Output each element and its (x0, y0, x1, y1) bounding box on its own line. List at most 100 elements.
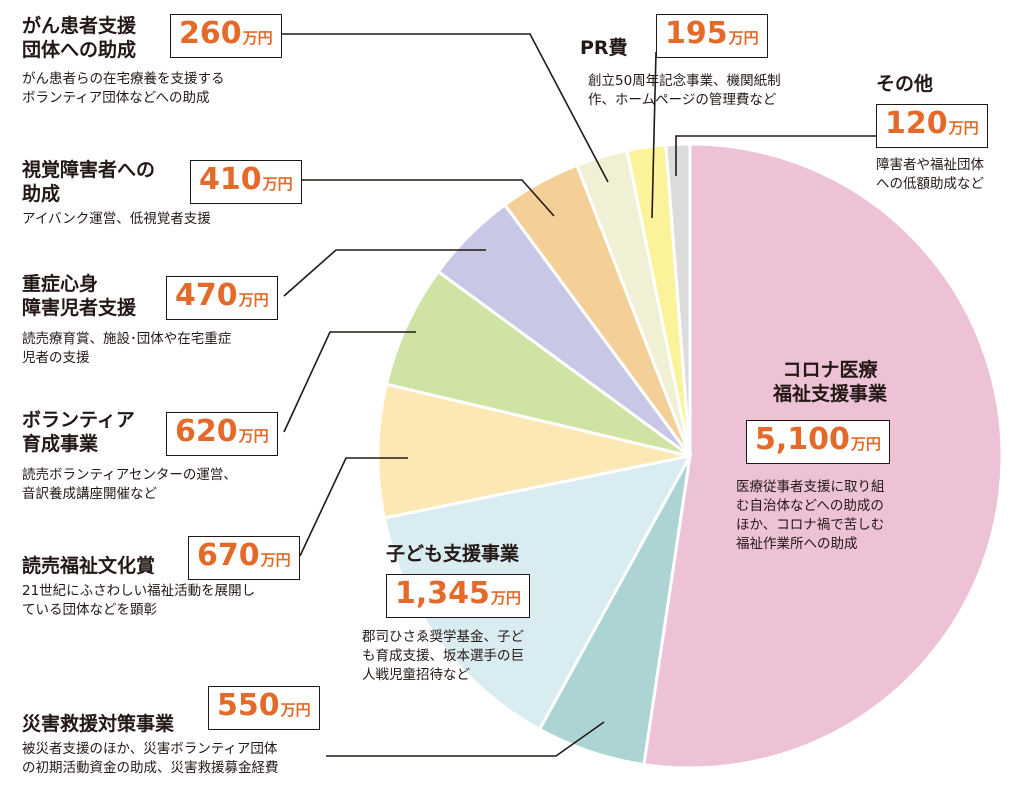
severe-name: 重症心身 障害児者支援 (22, 272, 136, 320)
leader-line-other (675, 135, 876, 176)
children-amount-box: 1,345万円 (386, 574, 530, 618)
corona-amount: 5,100 (755, 422, 850, 457)
yomiuri-amount-box: 670万円 (188, 536, 300, 580)
cancer-amount: 260 (179, 16, 242, 51)
visual-name: 視覚障害者への 助成 (22, 158, 155, 206)
corona-name-line2: 福祉支援事業 (772, 383, 887, 405)
children-name: 子ども支援事業 (386, 542, 519, 566)
visual-amount: 410 (199, 162, 262, 197)
other-desc-line: 障害者や福祉団体 (876, 157, 984, 173)
yomiuri-desc: 21世紀にふさわしい福祉活動を展開し ている団体などを顕彰 (22, 582, 255, 620)
leader-line-disaster (326, 721, 605, 757)
corona-name-line1: コロナ医療 (782, 359, 878, 381)
volunteer-amount-box: 620万円 (166, 412, 278, 456)
disaster-amount-box: 550万円 (208, 686, 320, 730)
unit-label: 万円 (948, 119, 979, 137)
cancer-desc-line: がん患者らの在宅療養を支援する (22, 71, 225, 87)
other-amount-box: 120万円 (876, 104, 988, 148)
volunteer-name-line1: ボランティア (22, 409, 135, 431)
corona-name: コロナ医療 福祉支援事業 (740, 358, 920, 406)
cancer-name-line1: がん患者支援 (22, 15, 137, 37)
leader-line-severe (283, 249, 486, 297)
severe-amount-box: 470万円 (166, 276, 278, 320)
unit-label: 万円 (490, 589, 521, 607)
visual-name-line2: 助成 (22, 183, 61, 205)
disaster-desc: 被災者支援のほか、災害ボランティア団体 の初期活動資金の助成、災害救援募金経費 (22, 740, 279, 778)
children-desc-line: 郡司ひさゑ奨学基金、子ど (362, 629, 524, 645)
severe-name-line2: 障害児者支援 (22, 297, 137, 319)
corona-desc-line: む自治体などへの助成の (736, 498, 884, 514)
other-amount: 120 (885, 106, 948, 141)
leader-line-yomiuri (299, 457, 408, 557)
unit-label: 万円 (238, 427, 269, 445)
volunteer-desc-line: 読売ボランティアセンターの運営、 (22, 467, 237, 483)
volunteer-amount: 620 (175, 414, 238, 449)
children-name-line1: 子ども支援事業 (386, 543, 520, 565)
pie-slice-other (664, 142, 692, 457)
yomiuri-name: 読売福祉文化賞 (22, 554, 155, 578)
pr-name-line1: PR費 (580, 37, 628, 59)
yomiuri-desc-line: ている団体などを顕彰 (22, 602, 157, 618)
leader-line-pr (651, 51, 657, 219)
severe-name-line1: 重症心身 (22, 273, 99, 295)
volunteer-name-line2: 育成事業 (22, 433, 99, 455)
visual-amount-box: 410万円 (190, 160, 302, 204)
cancer-desc-line: ボランティア団体などへの助成 (22, 90, 210, 106)
children-desc-line: 人戦児童招待など (362, 667, 470, 683)
disaster-name: 災害救援対策事業 (22, 712, 174, 736)
severe-desc-line: 児者の支援 (22, 350, 90, 366)
visual-name-line1: 視覚障害者への (22, 159, 156, 181)
unit-label: 万円 (238, 291, 269, 309)
corona-desc-line: 医療従事者支援に取り組 (736, 479, 885, 495)
pie-slice-yomiuri (376, 382, 691, 520)
other-desc-line: への低額助成など (876, 176, 984, 192)
disaster-desc-line: 被災者支援のほか、災害ボランティア団体 (22, 741, 278, 757)
leader-line-visual (302, 179, 555, 217)
cancer-name-line2: 団体への助成 (22, 39, 137, 61)
severe-desc-line: 読売療育賞、施設･団体や在宅重症 (22, 331, 232, 347)
disaster-name-line1: 災害救援対策事業 (22, 713, 175, 735)
yomiuri-desc-line: 21世紀にふさわしい福祉活動を展開し (22, 583, 256, 599)
cancer-name: がん患者支援 団体への助成 (22, 14, 136, 62)
unit-label: 万円 (262, 175, 293, 193)
visual-desc: アイバンク運営、低視覚者支援 (22, 210, 211, 229)
corona-amount-box: 5,100万円 (746, 420, 890, 464)
volunteer-desc: 読売ボランティアセンターの運営、 音訳養成講座開催など (22, 466, 237, 504)
pr-amount: 195 (665, 16, 728, 51)
children-desc-line: も育成支援、坂本選手の巨 (362, 648, 524, 664)
pr-name: PR費 (580, 36, 628, 60)
volunteer-name: ボランティア 育成事業 (22, 408, 135, 456)
other-name-line1: その他 (876, 73, 934, 95)
disaster-desc-line: の初期活動資金の助成、災害救援募金経費 (22, 760, 279, 776)
volunteer-desc-line: 音訳養成講座開催など (22, 486, 157, 502)
unit-label: 万円 (280, 701, 311, 719)
pie-slice-children (382, 453, 693, 732)
leader-line-cancer (282, 33, 609, 183)
cancer-desc: がん患者らの在宅療養を支援する ボランティア団体などへの助成 (22, 70, 225, 108)
pr-desc: 創立50周年記念事業、機関紙制 作、ホームページの管理費など (588, 72, 781, 110)
pr-desc-line: 創立50周年記念事業、機関紙制 (588, 73, 781, 89)
children-amount: 1,345 (395, 576, 490, 611)
other-desc: 障害者や福祉団体 への低額助成など (876, 156, 984, 194)
unit-label: 万円 (242, 29, 273, 47)
unit-label: 万円 (728, 29, 759, 47)
cancer-amount-box: 260万円 (170, 14, 282, 58)
severe-amount: 470 (175, 278, 238, 313)
pr-amount-box: 195万円 (656, 14, 768, 58)
other-name: その他 (876, 72, 933, 96)
disaster-amount: 550 (217, 688, 280, 723)
yomiuri-name-line1: 読売福祉文化賞 (22, 555, 156, 577)
unit-label: 万円 (260, 551, 291, 569)
corona-desc-line: ほか、コロナ禍で苦しむ (736, 517, 885, 533)
pie-slice-volunteer (384, 269, 691, 458)
severe-desc: 読売療育賞、施設･団体や在宅重症 児者の支援 (22, 330, 231, 368)
leader-line-volunteer (283, 331, 416, 433)
pr-desc-line: 作、ホームページの管理費など (588, 92, 777, 108)
children-desc: 郡司ひさゑ奨学基金、子ど も育成支援、坂本選手の巨 人戦児童招待など (362, 628, 524, 685)
corona-desc: 医療従事者支援に取り組 む自治体などへの助成の ほか、コロナ禍で苦しむ 福祉作業… (736, 478, 885, 554)
yomiuri-amount: 670 (197, 538, 260, 573)
unit-label: 万円 (850, 435, 881, 453)
visual-desc-line: アイバンク運営、低視覚者支援 (22, 211, 211, 227)
corona-desc-line: 福祉作業所への助成 (736, 536, 858, 552)
